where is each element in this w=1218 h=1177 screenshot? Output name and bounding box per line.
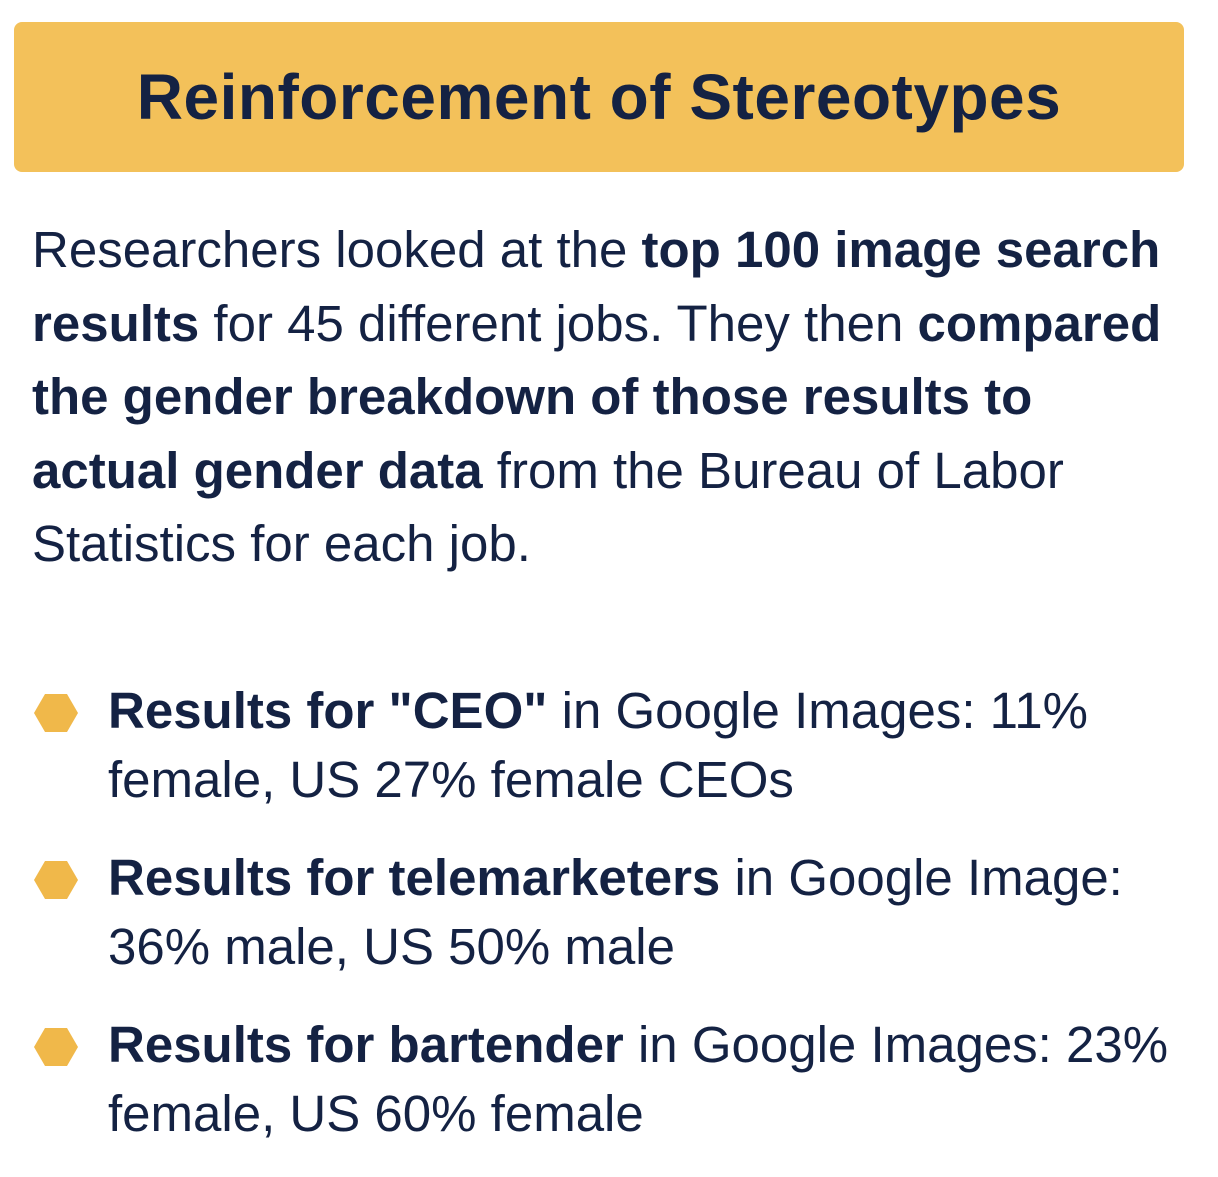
page-title: Reinforcement of Stereotypes — [136, 61, 1062, 133]
intro-paragraph: Researchers looked at the top 100 image … — [32, 213, 1192, 581]
findings-list: Results for "CEO" in Google Images: 11% … — [32, 676, 1192, 1177]
intro-text-2: for 45 different jobs. They then — [199, 294, 918, 352]
hexagon-bullet-icon — [34, 1028, 78, 1066]
hexagon-bullet-icon — [34, 861, 78, 899]
intro-text-1: Researchers looked at the — [32, 221, 642, 278]
list-item-bartender: Results for bartender in Google Images: … — [32, 1010, 1192, 1148]
intro-bold-2: compared the gender breakdown of those r… — [32, 294, 1162, 499]
bullet-bold: Results for "CEO" — [108, 682, 548, 739]
bullet-bold: Results for telemarketers — [108, 849, 721, 906]
intro-bold-1: top 100 image search results — [32, 221, 1161, 352]
bullet-text: in Google Images: 11% female, US 27% fem… — [108, 682, 1088, 808]
list-item-ceo: Results for "CEO" in Google Images: 11% … — [32, 676, 1192, 814]
bullet-text: in Google Image: 36% male, US 50% male — [108, 849, 1123, 975]
bullet-text: in Google Images: 23% female, US 60% fem… — [108, 1016, 1169, 1142]
bullet-bold: Results for bartender — [108, 1016, 624, 1073]
hexagon-bullet-icon — [34, 694, 78, 732]
title-banner: Reinforcement of Stereotypes — [14, 22, 1184, 172]
intro-text-3: from the Bureau of Labor Statistics for … — [32, 441, 1064, 573]
list-item-telemarketers: Results for telemarketers in Google Imag… — [32, 843, 1192, 981]
